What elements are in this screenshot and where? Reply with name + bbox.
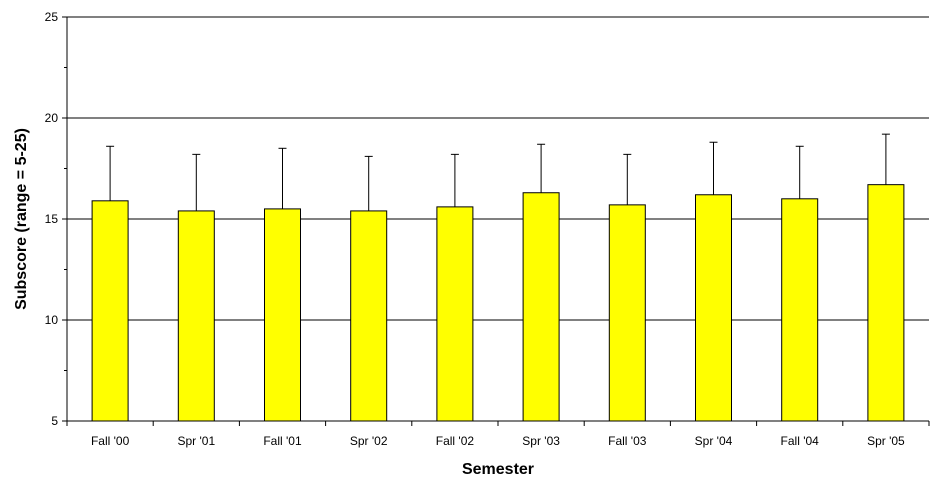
bar xyxy=(436,206,474,422)
axes xyxy=(62,16,930,426)
bar xyxy=(264,208,301,422)
x-tick-label: Spr '01 xyxy=(177,434,215,448)
bar xyxy=(608,204,646,422)
x-tick-label: Fall '01 xyxy=(263,434,302,448)
x-tick-label: Spr '05 xyxy=(867,434,905,448)
x-axis-title: Semester xyxy=(462,461,534,478)
x-tick-label: Spr '02 xyxy=(350,434,388,448)
bar xyxy=(350,210,388,422)
y-axis-title: Subscore (range = 5-25) xyxy=(13,128,30,310)
y-tick-label: 5 xyxy=(51,414,58,428)
bar xyxy=(695,194,732,422)
x-tick-label: Fall '00 xyxy=(91,434,130,448)
bar xyxy=(522,192,560,422)
x-tick-label: Spr '04 xyxy=(695,434,733,448)
bar xyxy=(91,200,129,422)
y-tick-label: 15 xyxy=(45,212,59,226)
x-tick-label: Fall '02 xyxy=(436,434,475,448)
error-bars xyxy=(106,133,890,211)
x-tick-label: Fall '03 xyxy=(608,434,647,448)
y-tick-label: 10 xyxy=(45,313,59,327)
x-tick-label: Fall '04 xyxy=(781,434,820,448)
bar xyxy=(177,210,215,422)
bar xyxy=(781,198,819,422)
y-tick-label: 20 xyxy=(45,111,59,125)
y-tick-label: 25 xyxy=(45,10,59,24)
y-tick-labels: 5 10 15 20 25 xyxy=(45,10,59,428)
x-tick-label: Spr '03 xyxy=(522,434,560,448)
bars xyxy=(91,184,905,422)
x-tick-labels: Fall '00 Spr '01 Fall '01 Spr '02 Fall '02 Sp… xyxy=(91,434,905,448)
bar xyxy=(867,184,905,422)
